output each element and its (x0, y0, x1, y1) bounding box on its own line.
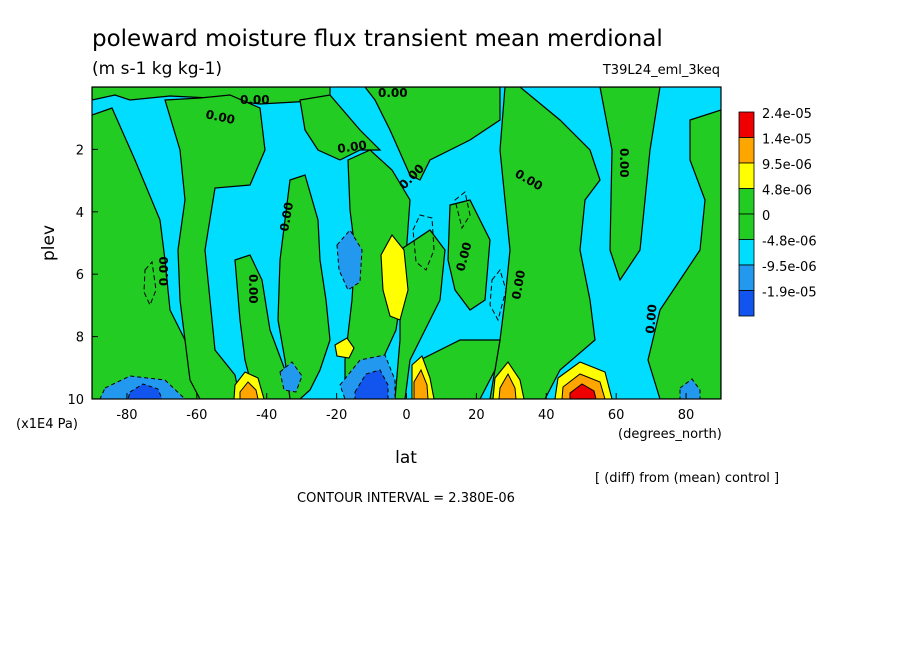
legend-label: -4.8e-06 (762, 235, 817, 250)
contour-label: 0.00 (378, 86, 408, 100)
contour-interval-label: CONTOUR INTERVAL = 2.380E-06 (297, 491, 515, 506)
x-tick-label: -20 (326, 408, 347, 423)
legend-label: -9.5e-06 (762, 260, 817, 275)
legend-swatch (738, 290, 755, 317)
x-tick-label: 60 (608, 408, 625, 423)
y-tick-label: 2 (76, 143, 84, 158)
legend-label: 0 (762, 209, 770, 224)
y-axis: 2 4 6 8 10 (67, 143, 98, 408)
x-tick-label: -80 (116, 408, 137, 423)
legend-label: 9.5e-06 (762, 158, 812, 173)
x-unit-label: (degrees_north) (618, 427, 722, 442)
negative-contours (143, 191, 507, 322)
y-tick-label: 6 (76, 268, 84, 283)
contour-label: 0.00 (336, 138, 367, 156)
y-axis-label: plev (39, 225, 59, 261)
y-tick-label: 4 (76, 206, 84, 221)
legend-swatch (738, 111, 755, 138)
positive-regions (92, 87, 721, 399)
units-label: (m s-1 kg kg-1) (92, 59, 222, 79)
x-tick-label: 0 (402, 408, 410, 423)
legend-label: 2.4e-05 (762, 107, 812, 122)
legend-swatch (738, 213, 755, 240)
x-tick-label: 40 (538, 408, 555, 423)
y-tick-label: 10 (67, 393, 84, 408)
contour-label: 0.00 (509, 269, 528, 301)
legend-label: 4.8e-06 (762, 184, 812, 199)
contour-label: 0.00 (240, 93, 270, 107)
contour-label: 0.00 (277, 201, 296, 233)
x-tick-label: 20 (468, 408, 485, 423)
x-tick-label: -60 (186, 408, 207, 423)
contour-label: 0.00 (617, 148, 631, 178)
red-regions (569, 383, 597, 399)
legend-swatch (738, 137, 755, 164)
y-tick-label: 8 (76, 331, 84, 346)
y-unit-label: (x1E4 Pa) (16, 417, 78, 432)
diff-note: [ (diff) from (mean) control ] (595, 471, 779, 486)
color-legend: 2.4e-05 1.4e-05 9.5e-06 4.8e-06 0 -4.8e-06 -9.… (738, 107, 817, 317)
legend-swatch (738, 239, 755, 266)
contour-label: 0.00 (157, 256, 171, 286)
plot-area: 0.00 0.00 0.00 0.00 0.00 0.00 0.00 0.00 … (67, 86, 722, 423)
contour-labels: 0.00 0.00 0.00 0.00 0.00 0.00 0.00 0.00 … (157, 86, 660, 335)
legend-swatch (738, 188, 755, 215)
contour-label: 0.00 (246, 274, 260, 304)
x-tick-label: 80 (678, 408, 695, 423)
legend-swatch (738, 162, 755, 189)
run-name-label: T39L24_eml_3keq (602, 63, 720, 78)
x-axis: -80 -60 -40 -20 0 20 40 60 80 (116, 393, 694, 423)
legend-label: -1.9e-05 (762, 286, 817, 301)
contour-label: 0.00 (204, 107, 236, 127)
negative-strong-regions (127, 369, 389, 399)
x-axis-label: lat (395, 448, 417, 468)
legend-label: 1.4e-05 (762, 133, 812, 148)
chart-title: poleward moisture flux transient mean me… (92, 26, 663, 52)
x-tick-label: -40 (256, 408, 277, 423)
legend-swatch (738, 264, 755, 291)
contour-label: 0.00 (643, 304, 660, 335)
